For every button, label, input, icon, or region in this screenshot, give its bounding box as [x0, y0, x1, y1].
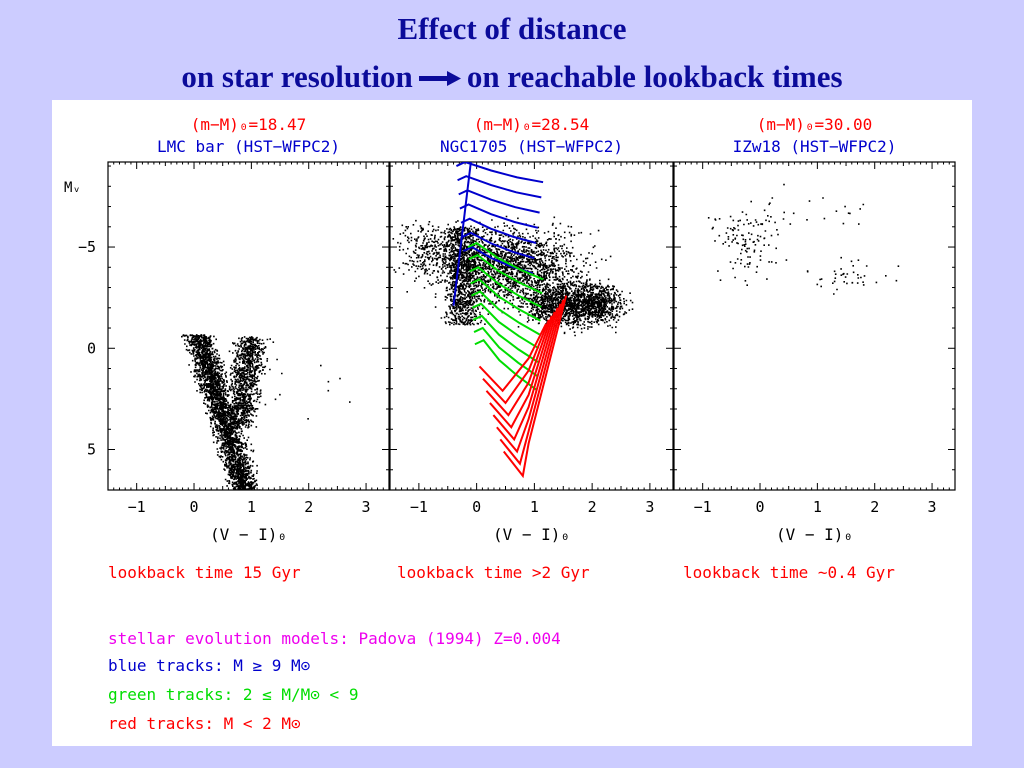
- slide-title-line1: Effect of distance: [397, 11, 627, 46]
- data-layer-1: [181, 334, 351, 490]
- lookback-1: lookback time 15 Gyr: [108, 563, 301, 582]
- field-name-1: LMC bar (HST−WFPC2): [157, 137, 340, 156]
- red-track: [492, 307, 559, 442]
- plot-frame-1: [107, 161, 390, 491]
- x-tick-label: 3: [645, 498, 654, 516]
- plot-frame-3: [673, 161, 956, 491]
- green-track: [471, 290, 541, 336]
- x-tick-label: 3: [928, 498, 937, 516]
- data-layer-3: [707, 183, 900, 295]
- blue-track: [452, 162, 472, 306]
- x-tick-label: −1: [694, 498, 712, 516]
- cmd-figure: (m−M)₀=18.47 LMC bar (HST−WFPC2) −1 0 1 2 3 −5 0…: [64, 115, 956, 544]
- green-track: [470, 278, 541, 322]
- star-points-2: [392, 215, 634, 337]
- star-points-3: [707, 183, 900, 295]
- field-name-2: NGC1705 (HST−WFPC2): [440, 137, 623, 156]
- x-tick-label: 1: [813, 498, 822, 516]
- y-tick-label: 0: [87, 339, 96, 357]
- y-tick-label: −5: [78, 238, 96, 256]
- y-axis-label: Mᵥ: [64, 180, 81, 196]
- x-tick-label: 2: [588, 498, 597, 516]
- green-tracks-note: green tracks: 2 ≤ M/M⊙ < 9: [108, 685, 359, 704]
- star-points-1: [181, 334, 351, 490]
- green-track: [472, 314, 539, 363]
- green-track: [473, 326, 538, 377]
- lookback-3: lookback time ~0.4 Gyr: [683, 563, 895, 582]
- cmd-panel-2: (m−M)₀=28.54 NGC1705 (HST−WFPC2) −1 0 1 2 3 (V …: [389, 115, 674, 544]
- red-track: [485, 315, 553, 417]
- red-tracks-note: red tracks: M < 2 M⊙: [108, 714, 301, 733]
- x-tick-label: 1: [247, 498, 256, 516]
- green-track: [467, 241, 544, 281]
- x-tick-label: −1: [410, 498, 428, 516]
- blue-track: [457, 175, 542, 199]
- blue-track: [459, 203, 539, 229]
- title-part-left: on star resolution: [181, 59, 413, 94]
- red-track: [489, 311, 556, 429]
- evolutionary-tracks: [452, 162, 568, 479]
- blue-tracks-note: blue tracks: M ≥ 9 M⊙: [108, 656, 311, 675]
- red-track: [502, 295, 568, 479]
- x-axis-label: (V − I)₀: [210, 525, 287, 544]
- blue-track: [460, 217, 537, 244]
- distance-modulus-2: (m−M)₀=28.54: [474, 115, 590, 134]
- blue-track: [458, 189, 540, 214]
- x-axis-label: (V − I)₀: [776, 525, 853, 544]
- x-tick-label: 1: [530, 498, 539, 516]
- red-track: [499, 299, 565, 466]
- plot-frame-2: [389, 161, 674, 491]
- x-axis-label: (V − I)₀: [493, 525, 570, 544]
- data-layer-2: [392, 162, 634, 479]
- x-tick-label: 0: [756, 498, 765, 516]
- figure-panel: (m−M)₀=18.47 LMC bar (HST−WFPC2) −1 0 1 2 3 −5 0…: [52, 100, 972, 746]
- slide-title-line2: on star resolution on reachable lookback …: [0, 58, 1024, 96]
- green-track: [471, 302, 540, 350]
- red-track: [496, 303, 562, 454]
- blue-track: [455, 162, 544, 184]
- green-track: [468, 253, 543, 295]
- red-track: [482, 319, 550, 405]
- blue-track: [461, 231, 535, 260]
- distance-modulus-1: (m−M)₀=18.47: [191, 115, 307, 134]
- lookback-2: lookback time >2 Gyr: [397, 563, 590, 582]
- title-part-right: on reachable lookback times: [466, 59, 843, 94]
- cmd-panel-1: (m−M)₀=18.47 LMC bar (HST−WFPC2) −1 0 1 2 3 −5 0…: [64, 115, 390, 544]
- field-name-3: IZw18 (HST−WFPC2): [733, 137, 897, 156]
- right-arrow-icon: [418, 70, 461, 86]
- models-note: stellar evolution models: Padova (1994) …: [108, 629, 561, 648]
- green-track: [474, 338, 537, 391]
- cmd-panel-3: (m−M)₀=30.00 IZw18 (HST−WFPC2) −1 0 1 2 3 (V − …: [673, 115, 956, 544]
- x-tick-label: −1: [128, 498, 146, 516]
- green-track: [469, 266, 542, 308]
- red-track: [478, 323, 547, 393]
- x-tick-label: 0: [472, 498, 481, 516]
- x-tick-label: 2: [870, 498, 879, 516]
- x-tick-label: 2: [304, 498, 313, 516]
- x-tick-label: 0: [190, 498, 199, 516]
- x-tick-label: 3: [362, 498, 371, 516]
- distance-modulus-3: (m−M)₀=30.00: [757, 115, 873, 134]
- y-tick-label: 5: [87, 441, 96, 459]
